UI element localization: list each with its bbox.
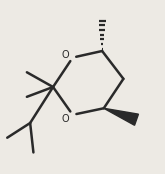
- Polygon shape: [104, 108, 138, 125]
- Text: O: O: [62, 114, 69, 124]
- Text: O: O: [62, 50, 69, 60]
